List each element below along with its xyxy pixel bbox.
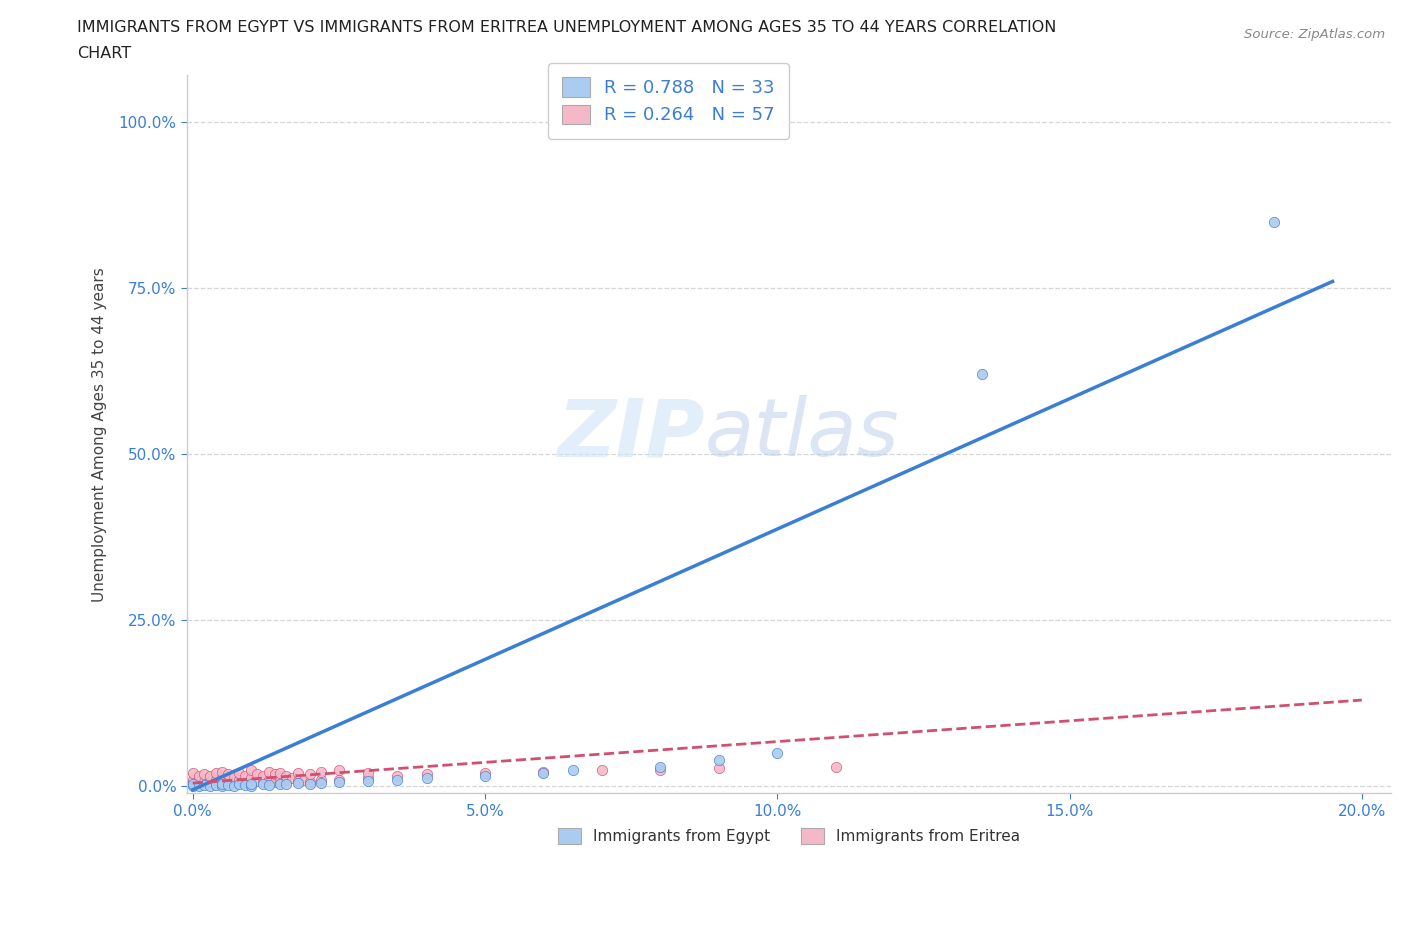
Point [415, 771, 437, 786]
Point [328, 775, 350, 790]
Point [200, 768, 222, 783]
Point [533, 764, 555, 779]
Text: IMMIGRANTS FROM EGYPT VS IMMIGRANTS FROM ERITREA UNEMPLOYMENT AMONG AGES 35 TO 4: IMMIGRANTS FROM EGYPT VS IMMIGRANTS FROM… [77, 20, 1057, 35]
Point [257, 772, 280, 787]
Text: CHART: CHART [77, 46, 131, 61]
Point [205, 777, 228, 792]
Point [181, 765, 204, 780]
Point [298, 775, 321, 790]
Point [211, 776, 233, 790]
Point [287, 774, 309, 789]
Point [263, 767, 285, 782]
Point [387, 769, 409, 784]
Point [328, 763, 350, 777]
Text: Source: ZipAtlas.com: Source: ZipAtlas.com [1244, 28, 1385, 41]
Point [298, 777, 321, 791]
Point [233, 777, 256, 792]
Point [263, 775, 285, 790]
Point [240, 777, 263, 791]
Point [211, 771, 233, 786]
Point [357, 771, 380, 786]
Point [233, 775, 256, 790]
Point [281, 771, 304, 786]
Point [276, 773, 298, 788]
Point [240, 763, 263, 777]
Point [205, 773, 228, 788]
Point [257, 777, 280, 792]
Point [970, 367, 993, 382]
Point [311, 776, 333, 790]
Y-axis label: Unemployment Among Ages 35 to 44 years: Unemployment Among Ages 35 to 44 years [93, 267, 107, 602]
Point [357, 774, 380, 789]
Point [252, 775, 274, 790]
Point [181, 777, 204, 791]
Point [187, 769, 209, 784]
Point [707, 761, 730, 776]
Point [181, 779, 204, 794]
Point [824, 759, 846, 774]
Point [246, 774, 269, 789]
Point [217, 774, 239, 789]
Point [217, 777, 239, 792]
Point [269, 774, 291, 789]
Point [181, 776, 204, 790]
Point [193, 775, 215, 790]
Point [298, 767, 321, 782]
Point [533, 765, 555, 780]
Point [269, 765, 291, 780]
Point [276, 777, 298, 791]
Point [257, 764, 280, 779]
Point [561, 763, 583, 777]
Point [252, 777, 274, 791]
Point [387, 772, 409, 787]
Point [766, 746, 789, 761]
Point [228, 772, 250, 787]
Point [287, 765, 309, 780]
Point [1263, 214, 1285, 229]
Point [650, 759, 672, 774]
Point [187, 774, 209, 789]
Point [252, 768, 274, 783]
Point [211, 764, 233, 779]
Point [292, 772, 315, 787]
Point [240, 771, 263, 786]
Point [200, 778, 222, 793]
Point [269, 777, 291, 791]
Point [233, 768, 256, 783]
Point [474, 765, 496, 780]
Point [287, 776, 309, 790]
Point [187, 778, 209, 793]
Text: ZIP: ZIP [557, 395, 704, 473]
Point [217, 767, 239, 782]
Point [276, 768, 298, 783]
Text: atlas: atlas [704, 395, 900, 473]
Point [474, 769, 496, 784]
Point [591, 763, 613, 777]
Point [193, 767, 215, 782]
Point [205, 765, 228, 780]
Point [240, 776, 263, 790]
Legend: Immigrants from Egypt, Immigrants from Eritrea: Immigrants from Egypt, Immigrants from E… [551, 822, 1026, 850]
Point [222, 770, 245, 785]
Point [707, 752, 730, 767]
Point [357, 765, 380, 780]
Point [240, 778, 263, 793]
Point [193, 777, 215, 792]
Point [211, 778, 233, 793]
Point [246, 767, 269, 782]
Point [311, 773, 333, 788]
Point [311, 764, 333, 779]
Point [650, 763, 672, 777]
Point [415, 767, 437, 782]
Point [328, 772, 350, 787]
Point [181, 772, 204, 787]
Point [222, 775, 245, 790]
Point [222, 778, 245, 793]
Point [211, 777, 233, 791]
Point [228, 777, 250, 791]
Point [200, 775, 222, 790]
Point [228, 765, 250, 780]
